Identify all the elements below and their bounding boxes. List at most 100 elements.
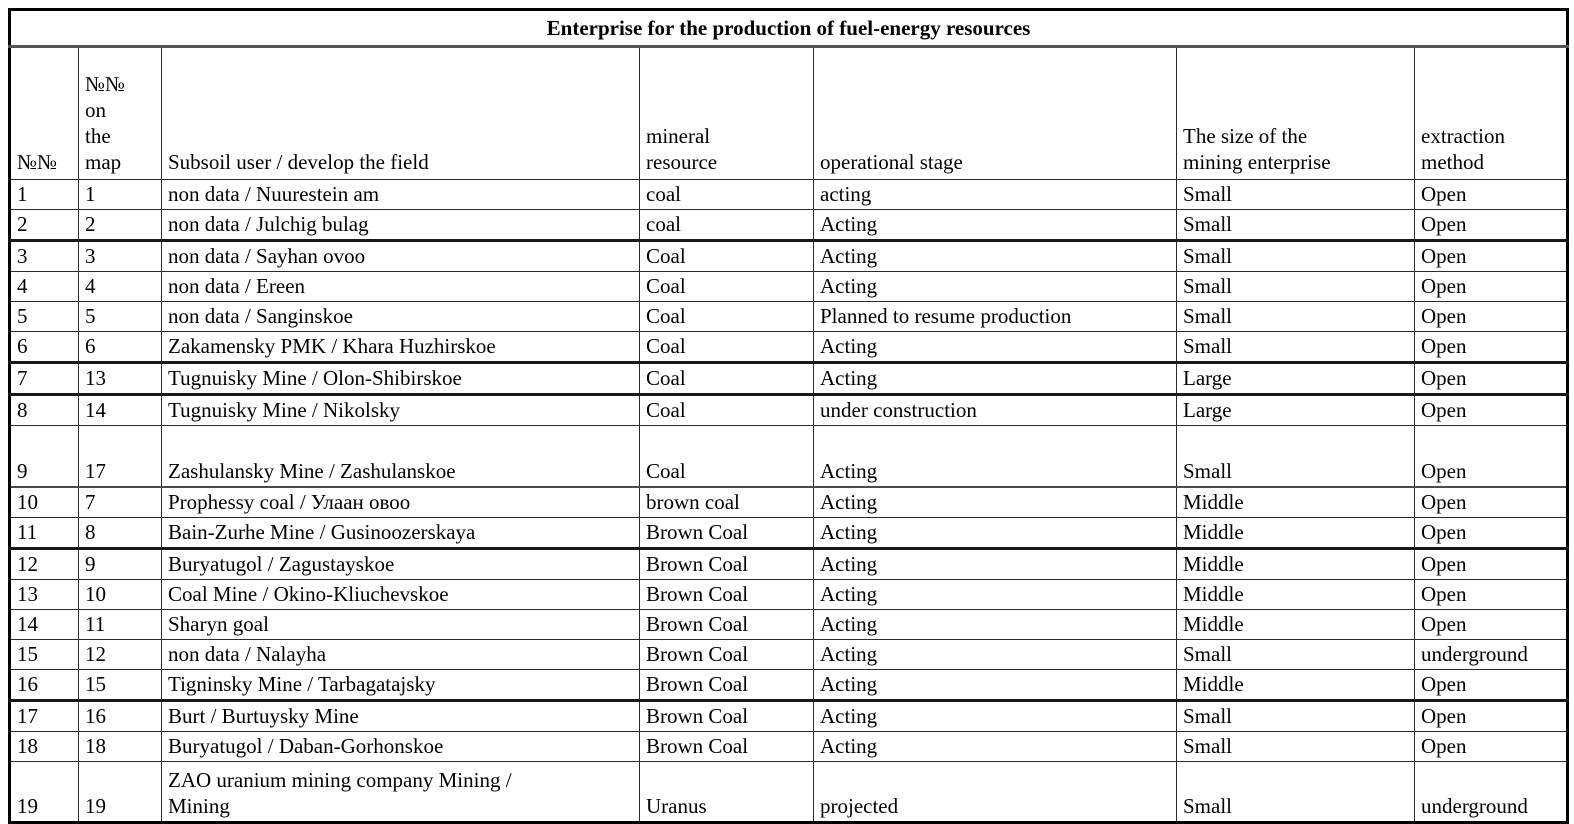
cell-extraction-method: Open [1413,486,1569,518]
col-header-subsoil-user: Subsoil user / develop the field [161,46,640,180]
table-row: 8 14 Tugnuisky Mine / Nikolsky Coal under co… [9,394,1569,426]
cell-row-number: 13 [9,578,79,610]
cell-subsoil-user: Zakamensky PMK / Khara Huzhirskoe [161,331,640,364]
cell-map-number: 7 [78,486,162,518]
cell-row-number: 11 [9,516,79,550]
table-row: 12 9 Buryatugol / Zagustayskoe Brown Coal Ac… [9,547,1569,580]
cell-mineral-resource: Brown Coal [639,516,814,550]
table-row: 11 8 Bain-Zurhe Mine / Gusinoozerskaya Brow… [9,516,1569,550]
cell-mineral-resource: Brown Coal [639,699,814,732]
table-row: 5 5 non data / Sanginskoe Coal Planned to re… [9,301,1569,332]
table-row: 17 16 Burt / Burtuysky Mine Brown Coal Actin… [9,699,1569,732]
table-row: 16 15 Tigninsky Mine / Tarbagatajsky Brown … [9,668,1569,702]
cell-mineral-resource: coal [639,209,814,242]
cell-enterprise-size: Small [1176,638,1415,670]
cell-mineral-resource: Coal [639,425,814,488]
cell-operational-stage: Acting [813,638,1177,670]
cell-map-number: 10 [78,578,162,610]
cell-subsoil-user: non data / Sanginskoe [161,301,640,332]
cell-enterprise-size: Small [1176,209,1415,242]
cell-operational-stage: acting [813,179,1177,210]
cell-operational-stage: Acting [813,331,1177,364]
cell-enterprise-size: Middle [1176,547,1415,580]
cell-operational-stage: Acting [813,578,1177,610]
cell-map-number: 6 [78,331,162,364]
cell-operational-stage: under construction [813,394,1177,426]
fuel-energy-resources-table: Enterprise for the production of fuel-en… [8,8,1570,824]
cell-enterprise-size: Small [1176,240,1415,272]
col-header-mineral-resource: mineral resource [639,46,814,180]
cell-row-number: 17 [9,699,79,732]
cell-map-number: 19 [78,760,162,823]
cell-mineral-resource: Coal [639,394,814,426]
cell-extraction-method: Open [1413,301,1569,332]
cell-subsoil-user: Zashulansky Mine / Zashulanskoe [161,425,640,488]
cell-operational-stage: Acting [813,516,1177,550]
cell-subsoil-user: Buryatugol / Daban-Gorhonskoe [161,730,640,762]
cell-subsoil-user: non data / Ereen [161,271,640,302]
cell-mineral-resource: Coal [639,301,814,332]
cell-map-number: 15 [78,668,162,702]
cell-row-number: 3 [9,240,79,272]
cell-operational-stage: Acting [813,362,1177,396]
document-page: Enterprise for the production of fuel-en… [8,8,1570,824]
cell-operational-stage: Acting [813,730,1177,762]
table-header-row: №№ №№ on the map Subsoil user / develop … [9,46,1569,180]
cell-map-number: 16 [78,699,162,732]
table-body: 1 1 non data / Nuurestein am coal acting Smal… [9,179,1569,823]
cell-operational-stage: Planned to resume production [813,301,1177,332]
cell-operational-stage: Acting [813,547,1177,580]
cell-mineral-resource: Brown Coal [639,578,814,610]
cell-subsoil-user: Tigninsky Mine / Tarbagatajsky [161,668,640,702]
table-row: 2 2 non data / Julchig bulag coal Acting Smal… [9,209,1569,242]
cell-operational-stage: Acting [813,425,1177,488]
cell-subsoil-user: non data / Nuurestein am [161,179,640,210]
cell-enterprise-size: Small [1176,331,1415,364]
col-header-extraction-method: extraction method [1413,46,1569,180]
cell-enterprise-size: Middle [1176,578,1415,610]
cell-subsoil-user: Tugnuisky Mine / Nikolsky [161,394,640,426]
cell-map-number: 17 [78,425,162,488]
col-header-operational-stage: operational stage [813,46,1177,180]
cell-mineral-resource: coal [639,179,814,210]
cell-enterprise-size: Middle [1176,516,1415,550]
cell-operational-stage: Acting [813,209,1177,242]
cell-row-number: 2 [9,209,79,242]
cell-mineral-resource: Brown Coal [639,730,814,762]
cell-mineral-resource: Coal [639,331,814,364]
table-row: 13 10 Coal Mine / Okino-Kliuchevskoe Brown … [9,578,1569,610]
cell-mineral-resource: Brown Coal [639,608,814,640]
cell-row-number: 19 [9,760,79,823]
cell-operational-stage: Acting [813,240,1177,272]
cell-extraction-method: Open [1413,179,1569,210]
cell-map-number: 2 [78,209,162,242]
cell-operational-stage: Acting [813,486,1177,518]
cell-mineral-resource: Brown Coal [639,668,814,702]
cell-extraction-method: Open [1413,699,1569,732]
cell-extraction-method: Open [1413,362,1569,396]
table-row: 19 19 ZAO uranium mining company Mining / … [9,760,1569,823]
table-row: 4 4 non data / Ereen Coal Acting Small Open [9,271,1569,302]
cell-row-number: 7 [9,362,79,396]
cell-enterprise-size: Large [1176,362,1415,396]
table-row: 6 6 Zakamensky PMK / Khara Huzhirskoe Coal A… [9,331,1569,364]
cell-enterprise-size: Middle [1176,486,1415,518]
cell-map-number: 11 [78,608,162,640]
cell-row-number: 9 [9,425,79,488]
cell-mineral-resource: Brown Coal [639,638,814,670]
cell-extraction-method: Open [1413,730,1569,762]
cell-operational-stage: Acting [813,608,1177,640]
cell-subsoil-user: non data / Julchig bulag [161,209,640,242]
cell-enterprise-size: Small [1176,760,1415,823]
cell-extraction-method: underground [1413,638,1569,670]
cell-map-number: 8 [78,516,162,550]
cell-row-number: 10 [9,486,79,518]
cell-subsoil-user: Sharyn goal [161,608,640,640]
cell-subsoil-user: Burt / Burtuysky Mine [161,699,640,732]
cell-extraction-method: underground [1413,760,1569,823]
cell-enterprise-size: Small [1176,425,1415,488]
table-title: Enterprise for the production of fuel-en… [8,9,1569,48]
cell-mineral-resource: Coal [639,362,814,396]
cell-row-number: 8 [9,394,79,426]
cell-enterprise-size: Small [1176,699,1415,732]
